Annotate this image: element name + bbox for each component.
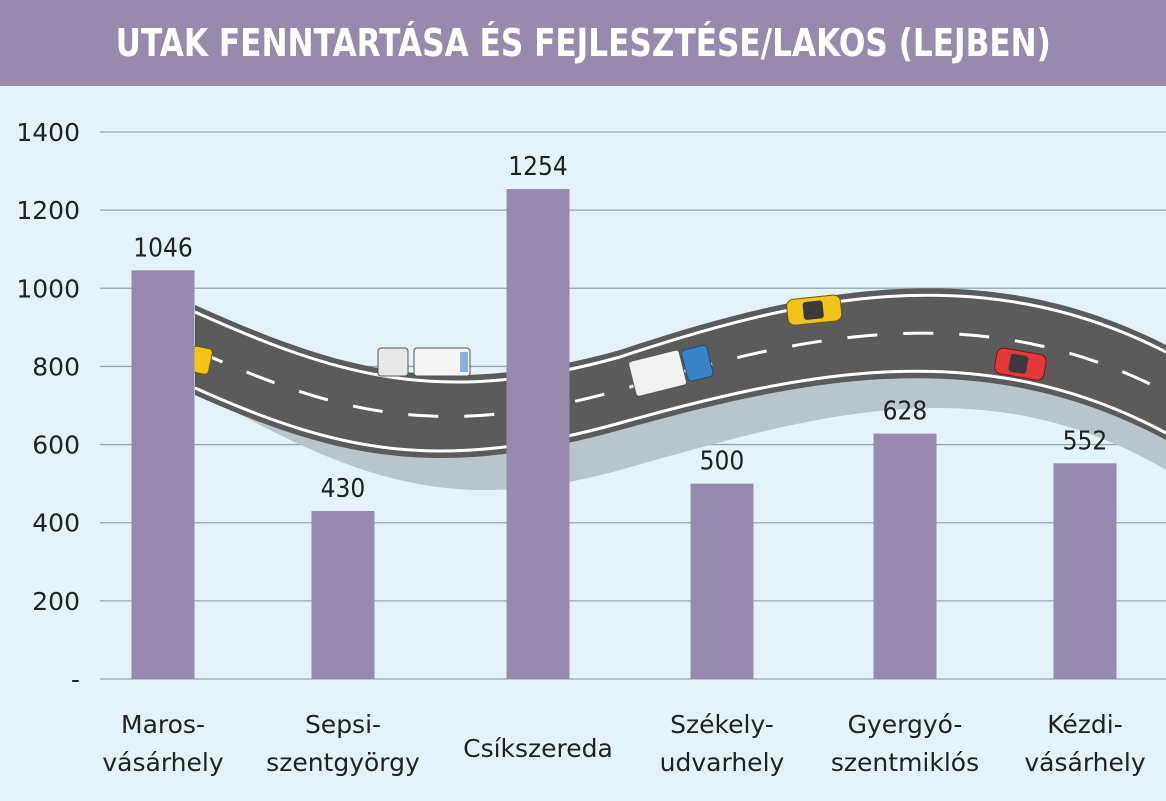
x-category-label: Gyergyó- xyxy=(848,710,963,739)
x-category-label: Kézdi- xyxy=(1047,710,1123,739)
y-axis-ticks: - 200 400 600 800 1000 1200 1400 xyxy=(16,118,80,694)
bar xyxy=(690,483,754,679)
y-tick-label: 1000 xyxy=(16,274,80,303)
title-bar: UTAK FENNTARTÁSA ÉS FEJLESZTÉSE/LAKOS (L… xyxy=(0,0,1166,86)
x-category-label: szentmiklós xyxy=(831,748,979,777)
bar xyxy=(1053,463,1117,679)
x-category-label: Csíkszereda xyxy=(463,734,613,763)
x-category-label: udvarhely xyxy=(660,748,785,777)
bar xyxy=(506,189,570,679)
bar xyxy=(873,433,937,679)
bar-value-label: 628 xyxy=(883,397,928,427)
y-tick-label: - xyxy=(71,665,80,694)
x-axis-labels: Maros-vásárhely Sepsi-szentgyörgy Csíkszer… xyxy=(102,710,1145,777)
bar xyxy=(131,270,195,679)
road-edge-top xyxy=(194,293,1166,384)
x-category-label: vásárhely xyxy=(1024,748,1145,777)
bar-value-label: 1254 xyxy=(508,152,568,182)
bars xyxy=(131,189,1117,679)
chart-title: UTAK FENNTARTÁSA ÉS FEJLESZTÉSE/LAKOS (L… xyxy=(115,21,1051,65)
y-tick-label: 1200 xyxy=(16,196,80,225)
vehicle-yellow-taxi-right xyxy=(786,294,843,326)
bar xyxy=(311,510,375,679)
y-tick-label: 600 xyxy=(32,431,80,460)
bar-value-label: 1046 xyxy=(133,233,193,263)
road-edge-bottom xyxy=(194,369,1166,453)
bar-value-label: 430 xyxy=(321,474,366,504)
value-labels: 1046 430 1254 500 628 552 xyxy=(133,152,1107,504)
x-category-label: Székely- xyxy=(670,710,774,739)
y-tick-label: 1400 xyxy=(16,118,80,147)
x-category-label: vásárhely xyxy=(102,748,223,777)
y-tick-label: 400 xyxy=(32,509,80,538)
bar-value-label: 552 xyxy=(1063,426,1108,456)
vehicle-blue-truck xyxy=(628,344,714,397)
road-center-dashes xyxy=(194,331,1166,418)
road-decoration xyxy=(188,288,1166,491)
y-tick-label: 200 xyxy=(32,587,80,616)
x-category-label: Sepsi- xyxy=(305,710,381,739)
bar-value-label: 500 xyxy=(700,447,745,477)
vehicle-white-truck xyxy=(377,347,471,377)
y-tick-label: 800 xyxy=(32,352,80,381)
x-category-label: Maros- xyxy=(121,710,205,739)
vehicle-red-car xyxy=(994,347,1047,381)
x-category-label: szentgyörgy xyxy=(266,748,420,777)
